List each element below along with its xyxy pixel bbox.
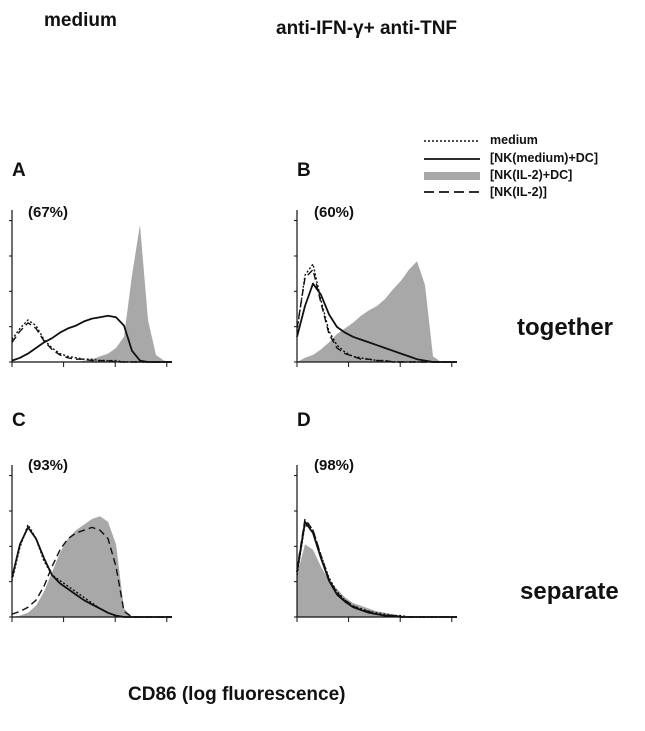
percent-label-b: (60%) [314,204,355,221]
legend-key-nk-il2-dc [424,172,480,180]
series-line-dashed [296,268,457,363]
histogram-panel-c [9,465,172,622]
histogram-panel-b [294,210,457,367]
series-area-filled [297,261,457,362]
legend-keys [424,140,480,193]
percent-label-a: (67%) [28,204,69,221]
series-line-dotted [11,319,172,363]
series-area-filled [12,516,172,617]
percent-label-c: (93%) [28,457,69,474]
histogram-panel-d [294,465,457,622]
percent-label-d: (98%) [314,457,355,474]
panel-letter-c: C [12,410,26,431]
legend: medium [NK(medium)+DC] [NK(IL-2)+DC] [NK… [420,128,640,208]
column-header-anti-ifn-tnf: anti-IFN-γ+ anti-TNF [276,18,458,39]
legend-label-medium: medium [490,133,538,147]
legend-label-nk-il2: [NK(IL-2)] [490,185,547,199]
panel-letter-a: A [12,160,26,181]
legend-label-nk-il2-dc: [NK(IL-2)+DC] [490,168,573,182]
column-header-medium: medium [44,10,117,31]
panel-letter-b: B [297,160,311,181]
legend-label-nk-medium-dc: [NK(medium)+DC] [490,151,598,165]
row-label-separate: separate [520,578,619,605]
series-area-filled [297,544,457,617]
panel-letter-d: D [297,410,311,431]
series-area-filled [12,224,172,362]
row-label-together: together [517,314,613,341]
x-axis-label: CD86 (log fluorescence) [128,684,346,705]
histogram-panel-a [9,210,172,367]
series-line-dotted [296,523,457,618]
